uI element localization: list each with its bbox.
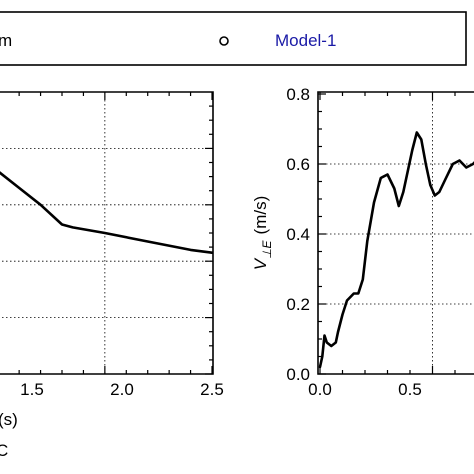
right-ticks [318, 92, 456, 375]
right-y-axis-title-sub: ⊥E [260, 239, 274, 258]
right-y-tick-label-3: 0.6 [286, 155, 310, 174]
left-series [0, 171, 214, 254]
right-series-line-0 [318, 131, 474, 369]
right-panel: 0.0 0.2 0.4 0.6 0.8 0.0 0.5 V⊥E (m/s) [251, 85, 474, 399]
right-y-axis-title-main: V [251, 257, 270, 270]
left-x-axis-title: (s) [0, 410, 18, 429]
legend-label-left: m [0, 31, 12, 50]
right-y-tick-label-4: 0.8 [286, 85, 310, 104]
left-panel: 1.5 2.0 2.5 (s) C [0, 91, 224, 460]
left-series-line-0 [0, 171, 214, 254]
right-y-axis-title-unit: (m/s) [251, 196, 270, 235]
legend: m Model-1 [0, 11, 467, 66]
right-plot-frame [317, 91, 474, 375]
right-y-tick-label-0: 0.0 [286, 365, 310, 384]
right-y-axis-title: V⊥E (m/s) [251, 196, 274, 271]
right-series [318, 131, 474, 369]
open-circle-icon [219, 36, 229, 46]
legend-frame [0, 11, 467, 66]
right-x-tick-label-0: 0.0 [308, 380, 332, 399]
right-x-tick-label-1: 0.5 [398, 380, 422, 399]
legend-label-model: Model-1 [275, 31, 336, 50]
right-y-tick-label-1: 0.2 [286, 295, 310, 314]
left-x-tick-label-2: 2.0 [110, 380, 134, 399]
left-x-tick-label-3: 2.5 [200, 380, 224, 399]
right-y-tick-label-2: 0.4 [286, 225, 310, 244]
left-x-tick-label-1: 1.5 [20, 380, 44, 399]
left-caption: C [0, 441, 8, 460]
right-grid [318, 92, 474, 374]
left-ticks [18, 92, 213, 375]
